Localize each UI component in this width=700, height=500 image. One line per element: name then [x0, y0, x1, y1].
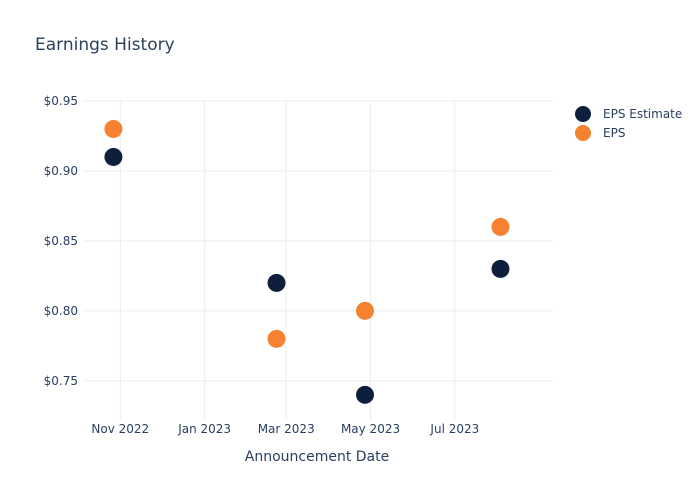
data-points: [104, 119, 510, 404]
x-tick-label: May 2023: [341, 422, 400, 436]
eps-estimate-point[interactable]: [356, 385, 374, 404]
legend[interactable]: EPS Estimate EPS: [575, 106, 682, 141]
eps-point[interactable]: [267, 329, 286, 348]
y-tick-label: $0.80: [44, 304, 78, 318]
y-tick-label: $0.95: [44, 94, 78, 108]
eps-point[interactable]: [356, 301, 374, 320]
eps-point[interactable]: [104, 119, 123, 138]
x-tick-label: Mar 2023: [258, 422, 315, 436]
grid-layer: [83, 100, 553, 420]
x-axis-title: Announcement Date: [245, 449, 389, 465]
x-axis-ticks: Nov 2022 Jan 2023 Mar 2023 May 2023 Jul 2023: [91, 422, 479, 436]
legend-marker[interactable]: [575, 125, 591, 141]
eps-estimate-point[interactable]: [104, 147, 123, 166]
x-tick-label: Jul 2023: [429, 422, 479, 436]
legend-label[interactable]: EPS Estimate: [603, 107, 682, 121]
x-tick-label: Nov 2022: [91, 422, 149, 436]
eps-estimate-point[interactable]: [491, 259, 510, 278]
eps-point[interactable]: [491, 217, 510, 236]
x-tick-label: Jan 2023: [177, 422, 231, 436]
y-axis-ticks: $0.75 $0.80 $0.85 $0.90 $0.95: [44, 94, 78, 388]
eps-estimate-point[interactable]: [267, 273, 286, 292]
y-tick-label: $0.90: [44, 164, 78, 178]
chart-title: Earnings History: [35, 35, 175, 55]
y-tick-label: $0.85: [44, 234, 78, 248]
y-tick-label: $0.75: [44, 374, 78, 388]
legend-marker[interactable]: [575, 106, 591, 122]
legend-label[interactable]: EPS: [603, 126, 625, 140]
